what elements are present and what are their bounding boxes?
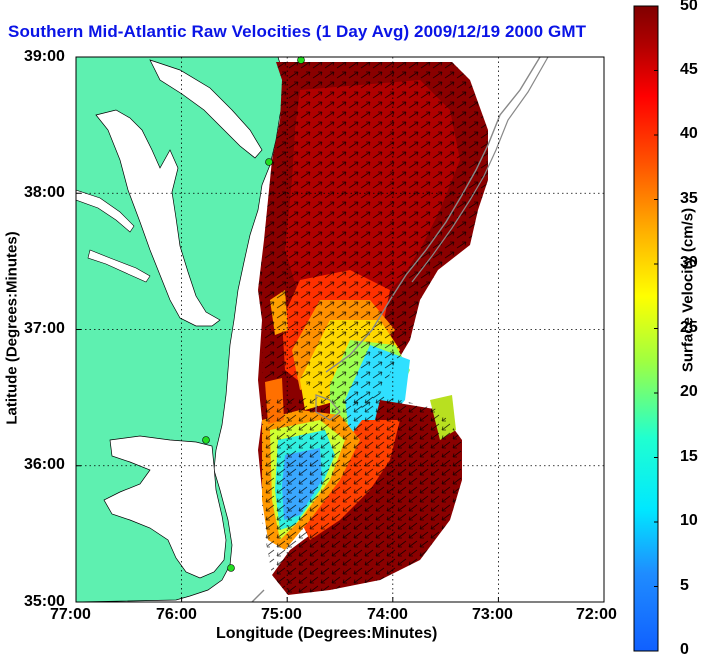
station-north [297,56,305,64]
station-hatteras-north [202,436,210,444]
velocity-field [258,62,488,595]
colorbar-tick-label: 10 [680,512,698,529]
x-tick-label: 75:00 [261,606,302,623]
x-axis-title: Longitude (Degrees:Minutes) [216,625,438,642]
colorbar-ticks [654,5,658,652]
colorbar-tick-label: 45 [680,61,698,78]
radar-stations [202,56,305,572]
station-delaware [265,158,273,166]
chesapeake-bay [95,109,221,327]
colorbar-tick-label: 5 [680,577,689,594]
plot-title: Southern Mid-Atlantic Raw Velocities (1 … [8,22,587,41]
x-tick-label: 77:00 [50,606,91,623]
colorbar-tick-label: 30 [680,254,698,271]
x-tick-label: 72:00 [576,606,617,623]
x-tick-label: 73:00 [472,606,513,623]
potomac-river [76,189,135,233]
colorbar-tick-label: 0 [680,641,689,658]
y-tick-label: 36:00 [24,456,65,473]
colorbar-tick-label: 15 [680,448,698,465]
colorbar-tick-label: 50 [680,0,698,14]
station-hatteras-south [227,564,235,572]
colorbar-title: Surface Velocity (cm/s) [679,207,697,373]
y-tick-label: 35:00 [24,593,65,610]
colorbar-tick-label: 35 [680,190,698,207]
x-tick-label: 74:00 [367,606,408,623]
y-tick-label: 39:00 [24,48,65,65]
y-axis-title: Latitude (Degrees:Minutes) [3,231,21,425]
y-tick-label: 37:00 [24,320,65,337]
colorbar-tick-label: 40 [680,125,698,142]
isobath-contour-2 [411,57,549,283]
colorbar-tick-label: 25 [680,319,698,336]
colorbar-tick-label: 20 [680,383,698,400]
y-tick-label: 38:00 [24,184,65,201]
isobath-loop [315,394,341,421]
axis-ticks [75,56,605,603]
x-tick-label: 76:00 [156,606,197,623]
isobath-contour [251,57,541,602]
rappahannock-river [87,249,151,283]
pamlico-sound [103,435,227,579]
grid-lines [76,57,604,602]
